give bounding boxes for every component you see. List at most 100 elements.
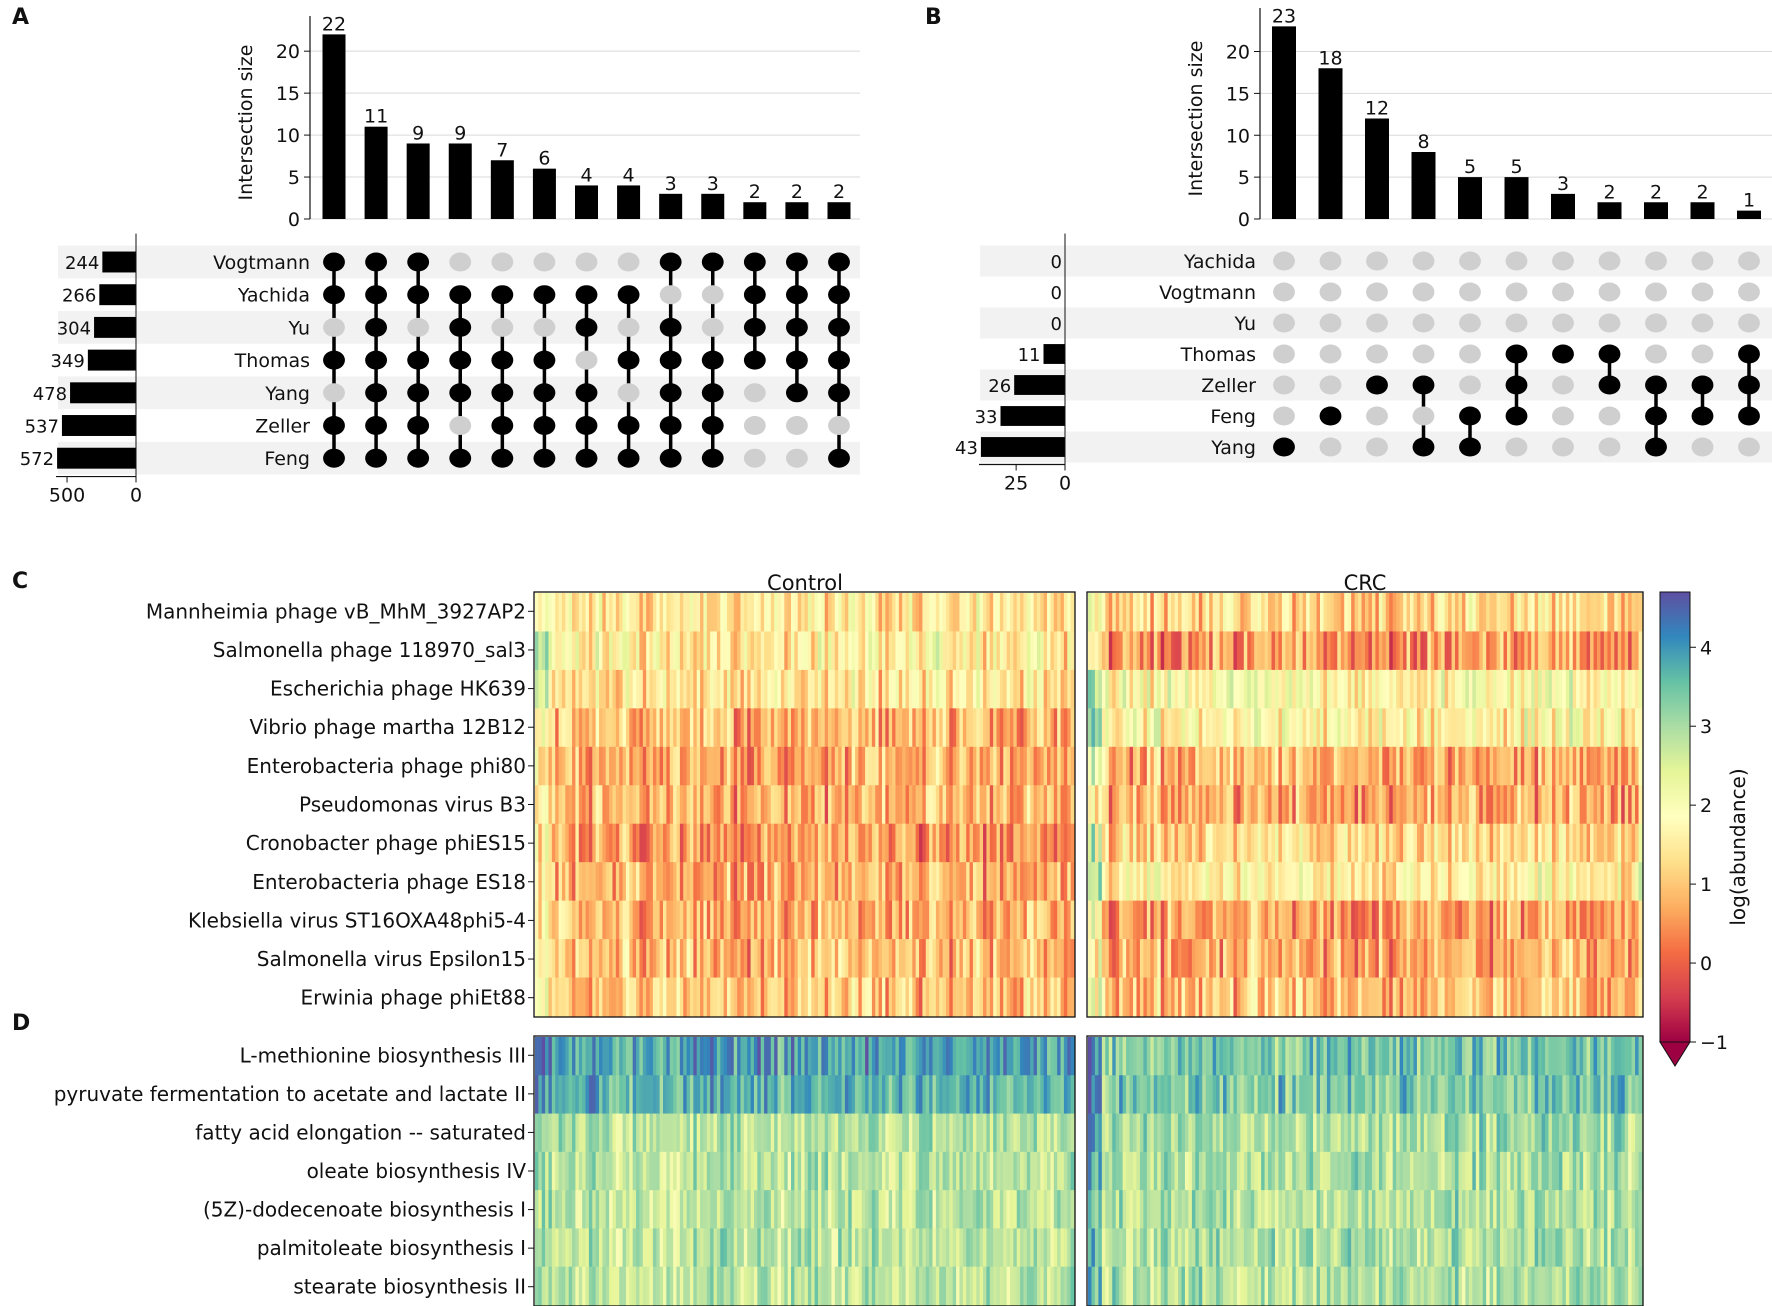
heatmap-c-control-cell (881, 593, 886, 632)
heatmap-c-control-cell (986, 746, 991, 786)
heatmap-d-control-cell (1063, 1190, 1068, 1229)
heatmap-c-control-cell (1026, 708, 1031, 748)
heatmap-c-crc-cell (1115, 862, 1120, 902)
heatmap-d-control-cell (572, 1190, 577, 1229)
heatmap-c-crc-cell (1600, 900, 1605, 940)
heatmap-c-control-cell (838, 823, 843, 863)
heatmap-d-control-cell (925, 1190, 930, 1229)
heatmap-c-crc-cell (1489, 669, 1494, 709)
heatmap-c-control-cell (878, 823, 883, 863)
heatmap-d-control-cell (686, 1266, 691, 1306)
heatmap-c-control-cell (892, 708, 897, 748)
upset-a-dot-active (617, 350, 640, 370)
heatmap-c-crc-cell (1288, 593, 1293, 632)
heatmap-c-crc-cell (1247, 593, 1252, 632)
heatmap-c-crc-cell (1406, 823, 1411, 863)
heatmap-c-crc-cell (1278, 862, 1283, 902)
heatmap-d-control-cell (578, 1190, 583, 1229)
heatmap-c-control-cell (706, 977, 711, 1017)
heatmap-c-crc-cell (1316, 900, 1321, 940)
heatmap-c-crc-cell (1434, 708, 1439, 748)
heatmap-c-control-cell (828, 939, 833, 979)
heatmap-d-control-cell (824, 1190, 829, 1229)
heatmap-c-control-cell (686, 669, 691, 709)
heatmap-c-crc-cell (1468, 631, 1473, 671)
heatmap-c-crc-cell (1451, 977, 1456, 1017)
heatmap-c-control-cell (858, 823, 863, 863)
heatmap-c-control-cell (794, 939, 799, 979)
heatmap-c-crc-cell (1451, 862, 1456, 902)
heatmap-c-crc-cell (1094, 900, 1099, 940)
heatmap-c-control-cell (565, 593, 570, 632)
heatmap-d-control-cell (609, 1037, 614, 1076)
heatmap-d-control-cell (811, 1266, 816, 1306)
upset-b-dot-inactive (1505, 282, 1528, 302)
heatmap-c-control-cell (959, 977, 964, 1017)
heatmap-c-control-cell (1043, 939, 1048, 979)
heatmap-c-control-cell (602, 708, 607, 748)
heatmap-d-control-cell (629, 1151, 634, 1191)
upset-a-size-tick-label: 0 (130, 485, 142, 507)
heatmap-c-crc-cell (1451, 900, 1456, 940)
heatmap-c-crc-cell (1361, 977, 1366, 1017)
heatmap-c-control-cell (730, 939, 735, 979)
upset-b-dot-active (1645, 375, 1667, 395)
heatmap-d-control-cell (1047, 1151, 1052, 1191)
heatmap-c-crc-cell (1281, 900, 1286, 940)
heatmap-c-crc-cell (1288, 977, 1293, 1017)
heatmap-c-crc-cell (1441, 862, 1446, 902)
upset-b-dot-inactive (1459, 344, 1481, 364)
upset-a-dot-inactive (449, 252, 472, 272)
heatmap-c-crc-cell (1274, 631, 1280, 671)
heatmap-c-control-cell (912, 939, 917, 979)
heatmap-c-crc-cell (1167, 746, 1172, 786)
heatmap-c-control-cell (649, 785, 654, 825)
heatmap-c-crc-cell (1628, 977, 1633, 1017)
heatmap-c-crc-cell (1340, 939, 1345, 979)
heatmap-d-control-cell (878, 1113, 883, 1153)
heatmap-d-control-cell (868, 1228, 873, 1268)
heatmap-c-crc-cell (1423, 977, 1428, 1017)
heatmap-c-crc-cell (1403, 708, 1408, 748)
heatmap-d-control-cell (824, 1266, 829, 1306)
upset-a-ylabel: Intersection size (235, 45, 257, 201)
upset-b-bar (1458, 177, 1482, 219)
heatmap-c-crc-cell (1101, 977, 1106, 1017)
heatmap-c-crc-cell (1191, 669, 1196, 709)
heatmap-d-control-cell (740, 1075, 745, 1115)
heatmap-c-crc-cell (1126, 593, 1131, 632)
heatmap-c-crc-cell (1427, 900, 1432, 940)
heatmap-d-control-cell (629, 1075, 634, 1115)
heatmap-c-crc-cell (1427, 785, 1432, 825)
heatmap-d-control-cell (888, 1151, 893, 1191)
heatmap-c-control-cell (777, 669, 782, 709)
heatmap-d-control-cell (1026, 1113, 1031, 1153)
heatmap-c-control-cell (780, 631, 785, 671)
heatmap-c-crc-cell (1382, 708, 1387, 748)
heatmap-c-crc-cell (1628, 746, 1633, 786)
heatmap-c-crc-cell (1638, 708, 1643, 748)
heatmap-c-crc-cell (1635, 708, 1640, 748)
heatmap-c-crc-cell (1164, 862, 1169, 902)
heatmap-c-crc-cell (1160, 746, 1165, 786)
heatmap-c-crc-cell (1094, 939, 1099, 979)
heatmap-c-control-cell (817, 631, 822, 671)
heatmap-c-crc-cell (1555, 785, 1560, 825)
heatmap-c-crc-cell (1108, 862, 1113, 902)
heatmap-c-crc-cell (1365, 708, 1370, 748)
heatmap-c-crc-cell (1354, 939, 1359, 979)
heatmap-c-control-cell (642, 708, 647, 748)
heatmap-c-crc-cell (1274, 939, 1280, 979)
heatmap-c-control-cell (568, 746, 573, 786)
heatmap-c-control-cell (1053, 669, 1058, 709)
heatmap-d-control-cell (700, 1266, 705, 1306)
heatmap-c-control-cell (959, 939, 964, 979)
heatmap-c-crc-cell (1638, 900, 1643, 940)
heatmap-c-control-cell (1070, 593, 1075, 632)
heatmap-c-control-cell (609, 900, 614, 940)
heatmap-d-control-cell (636, 1151, 641, 1191)
heatmap-d-control-cell (962, 1075, 967, 1115)
upset-b-set-size-bar (980, 437, 1065, 457)
heatmap-c-control-cell (1050, 593, 1055, 632)
